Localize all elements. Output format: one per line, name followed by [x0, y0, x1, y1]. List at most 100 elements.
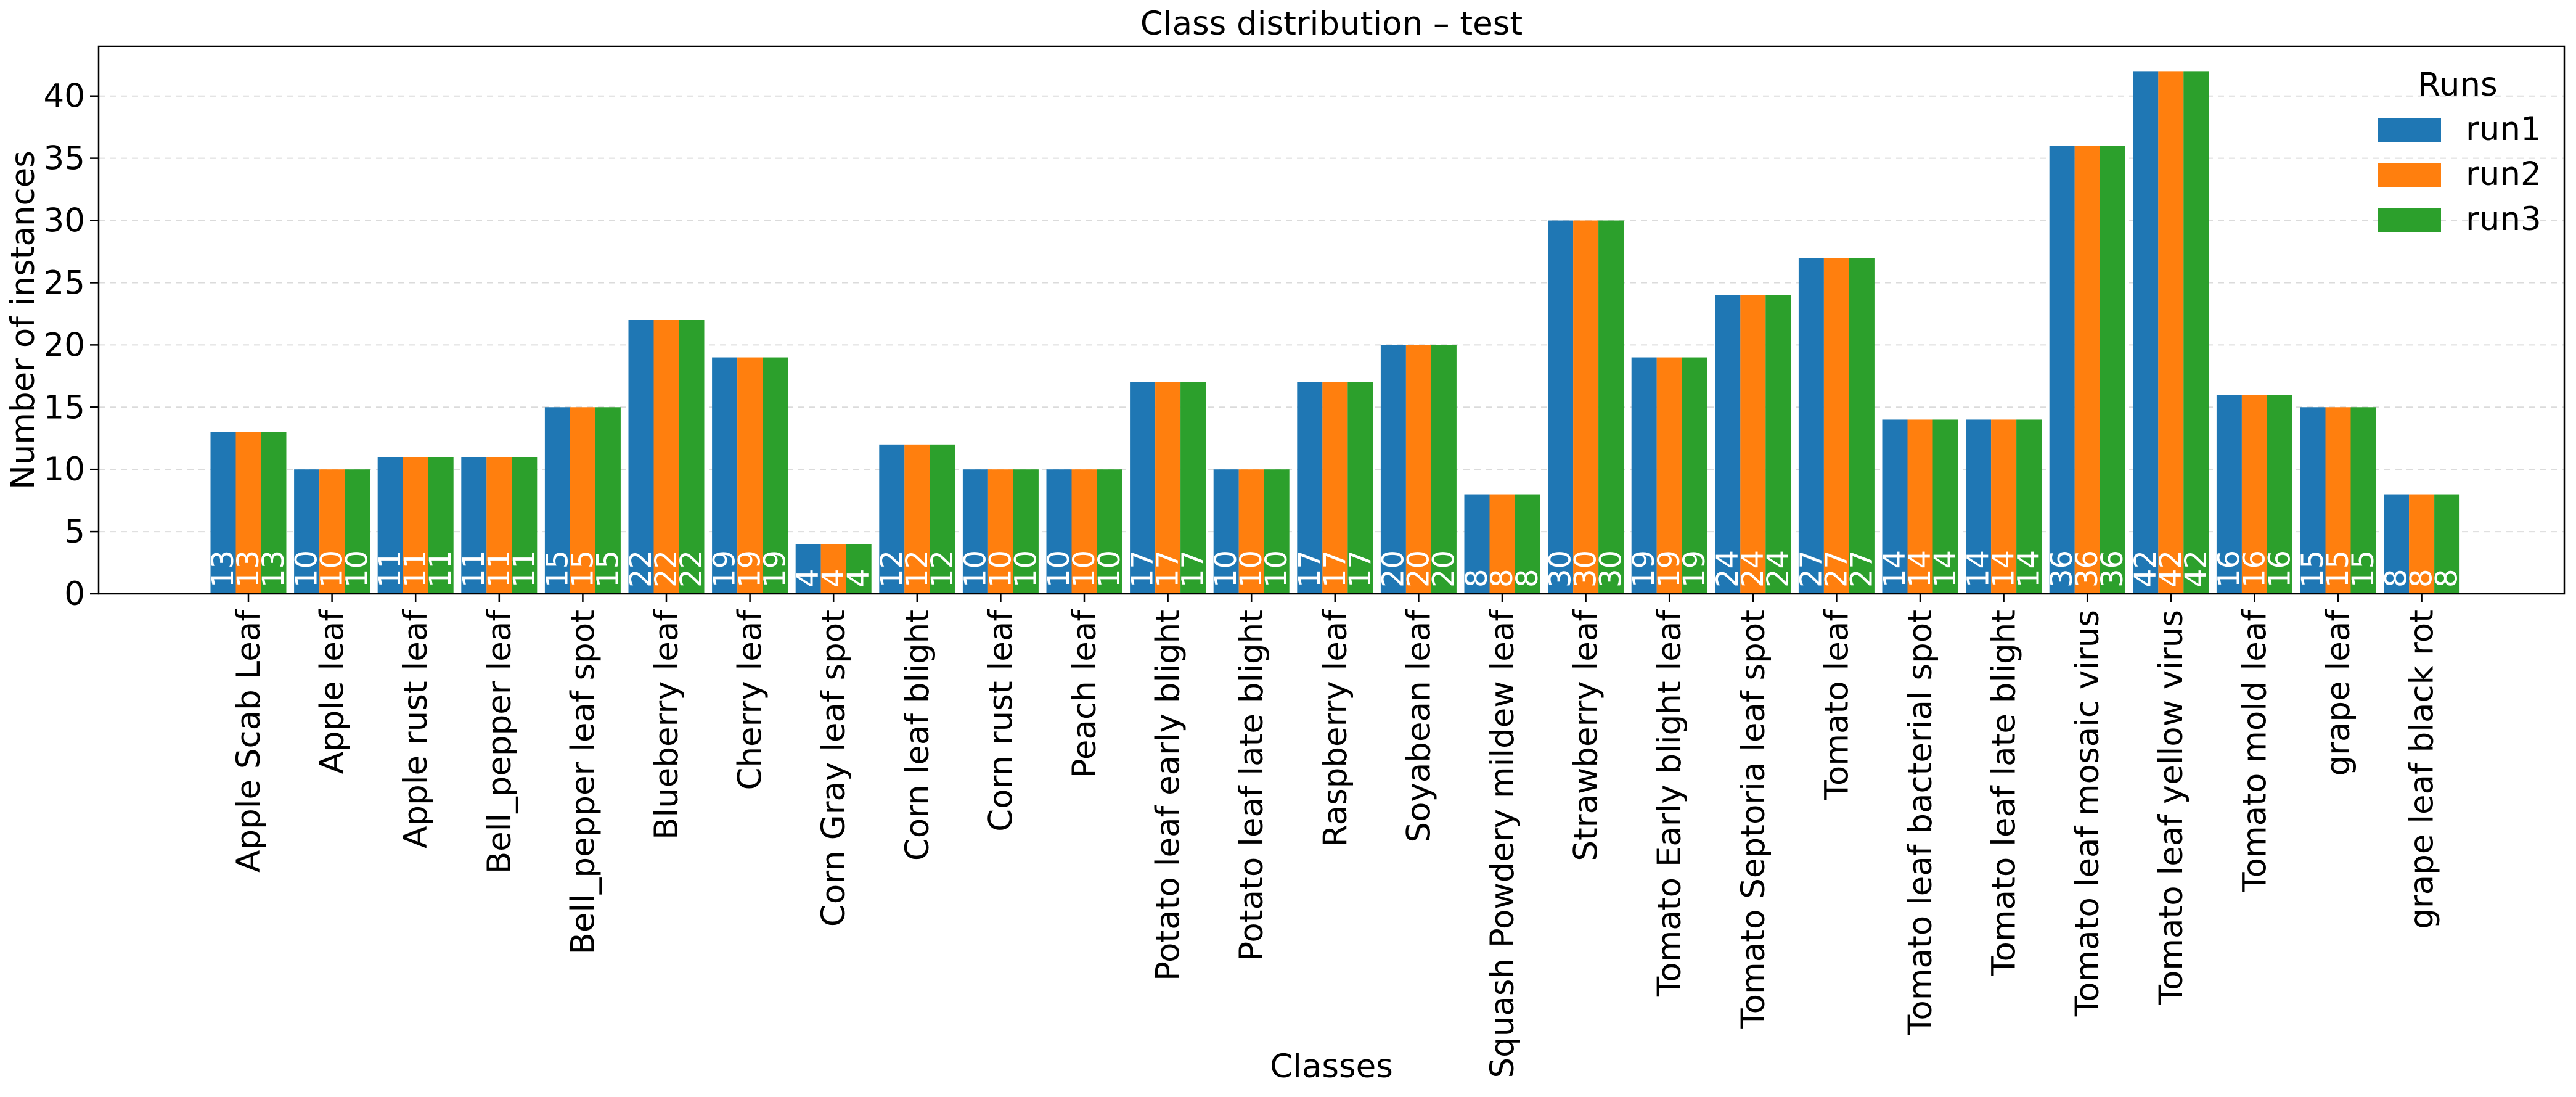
bar-value-label: 11: [373, 550, 407, 588]
bar-value-label: 10: [1092, 550, 1127, 588]
x-axis-ticks: Apple Scab Leaf Apple leaf Apple rust leaf…: [230, 594, 2441, 1079]
bar-value-label: 8: [1510, 569, 1545, 588]
bar-value-label: 19: [1677, 550, 1712, 588]
bar-run1: [1631, 357, 1657, 594]
y-tick-label: 5: [64, 513, 85, 551]
bar-value-label: 27: [1794, 550, 1828, 588]
bar-value-label: 10: [1042, 550, 1076, 588]
x-tick-label: Potato leaf early blight: [1150, 610, 1187, 981]
x-tick-label: Squash Powdery mildew leaf: [1484, 609, 1521, 1079]
bar-run2: [2241, 395, 2267, 594]
bar-value-label: 11: [457, 550, 491, 588]
x-axis-label: Classes: [1270, 1048, 1393, 1085]
bar-value-label: 30: [1569, 550, 1603, 588]
bar-value-label: 24: [1761, 550, 1796, 588]
bar-run2: [1573, 220, 1599, 594]
bar-value-label: 10: [1008, 550, 1043, 588]
bar-value-label: 20: [1401, 550, 1436, 588]
bar-run2: [1238, 469, 1264, 594]
bar-value-label: 36: [2045, 550, 2079, 588]
bar-value-label: 19: [758, 550, 793, 588]
bar-run2: [2325, 407, 2351, 594]
bar-run2: [2158, 71, 2184, 594]
bar-run2: [319, 469, 345, 594]
bar-value-label: 10: [958, 550, 992, 588]
bar-run1: [2300, 407, 2326, 594]
bar-run3: [1180, 382, 1206, 594]
chart-title: Class distribution – test: [1140, 5, 1523, 43]
bar-value-label: 42: [2128, 550, 2163, 588]
y-axis-ticks: 0 5 10 15 20 25 30 35 40: [44, 78, 99, 613]
bar-run2: [403, 457, 428, 594]
x-tick-label: Corn Gray leaf spot: [815, 610, 853, 927]
bar-value-label: 17: [1126, 550, 1160, 588]
bar-value-label: 20: [1376, 550, 1410, 588]
x-tick-label: Raspberry leaf: [1317, 609, 1354, 847]
bar-run3: [1264, 469, 1290, 594]
bar-run1: [2133, 71, 2159, 594]
bar-value-label: 17: [1318, 550, 1352, 588]
bar-run2: [1405, 345, 1431, 594]
bar-run2: [737, 357, 763, 594]
x-tick-label: Tomato leaf yellow virus: [2153, 610, 2190, 1005]
x-tick-label: Peach leaf: [1066, 609, 1103, 779]
bar-value-label: 12: [925, 550, 960, 588]
bar-value-label: 14: [1987, 550, 2021, 588]
y-axis-label: Number of instances: [4, 150, 42, 490]
y-tick-label: 15: [44, 388, 85, 426]
bar-value-label: 42: [2179, 550, 2214, 588]
bar-run3: [2434, 494, 2460, 594]
legend-items: run1 run2 run3: [2378, 110, 2541, 238]
bar-value-label: 14: [1928, 550, 1963, 588]
bar-run1: [795, 544, 821, 594]
bar-value-label: 14: [1903, 550, 1937, 588]
bar-value-label: 19: [1652, 550, 1687, 588]
bar-run3: [512, 457, 538, 594]
bar-run3: [2100, 146, 2125, 594]
bar-run3: [1013, 469, 1039, 594]
x-tick-label: Tomato leaf: [1818, 609, 1855, 801]
bar-run3: [2267, 395, 2292, 594]
x-tick-label: Blueberry leaf: [648, 609, 685, 840]
bar-value-label: 22: [674, 550, 709, 588]
bar-value-label: 10: [340, 550, 375, 588]
bar-run1: [2049, 146, 2075, 594]
bar-value-label: 14: [2012, 550, 2046, 588]
bar-value-label: 24: [1711, 550, 1745, 588]
bar-run2: [987, 469, 1013, 594]
bar-value-label: 10: [290, 550, 324, 588]
bar-run1: [1715, 295, 1741, 594]
x-tick-label: Tomato leaf late blight: [1985, 610, 2023, 977]
bars: [210, 71, 2460, 594]
bar-value-label: 19: [708, 550, 742, 588]
bar-run3: [679, 320, 705, 594]
bar-value-label: 8: [1485, 569, 1519, 588]
bar-value-label: 36: [2095, 550, 2130, 588]
bar-run2: [486, 457, 512, 594]
x-tick-label: Tomato Early blight leaf: [1651, 609, 1688, 997]
bar-run2: [904, 444, 930, 594]
x-tick-label: Apple leaf: [314, 609, 351, 774]
bar-run2: [1907, 419, 1933, 594]
bar-run3: [1932, 419, 1958, 594]
bar-run3: [1849, 258, 1875, 594]
bar-run3: [1097, 469, 1122, 594]
x-tick-label: Tomato leaf bacterial spot: [1902, 610, 1939, 1035]
y-tick-label: 10: [44, 451, 85, 488]
bar-value-label: 15: [591, 550, 625, 588]
bar-run1: [628, 320, 654, 594]
x-tick-label: Tomato Septoria leaf spot: [1735, 610, 1772, 1029]
bar-run3: [345, 469, 370, 594]
bar-run2: [1322, 382, 1348, 594]
bar-value-label: 30: [1544, 550, 1578, 588]
bar-value-label: 10: [1067, 550, 1102, 588]
y-tick-label: 20: [44, 326, 85, 364]
bar-run1: [1297, 382, 1323, 594]
x-tick-label: Soyabean leaf: [1400, 609, 1437, 843]
bar-value-label: 8: [1460, 569, 1494, 588]
bar-run3: [930, 444, 955, 594]
bar-run2: [1489, 494, 1515, 594]
bar-value-label: 12: [900, 550, 934, 588]
bar-run2: [1071, 469, 1097, 594]
bar-run3: [2016, 419, 2042, 594]
